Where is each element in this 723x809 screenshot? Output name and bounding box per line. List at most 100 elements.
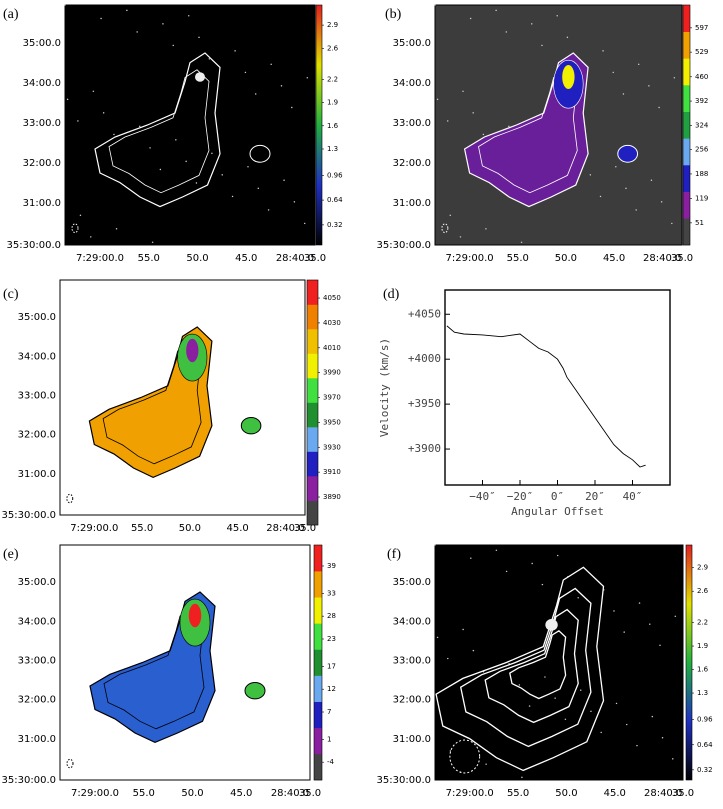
colorbar-tick-label: 28 bbox=[327, 612, 336, 620]
star bbox=[650, 179, 653, 182]
star bbox=[556, 554, 559, 557]
star bbox=[159, 168, 162, 171]
star bbox=[635, 209, 637, 211]
colorbar-segment bbox=[314, 597, 322, 624]
star bbox=[270, 63, 272, 66]
star bbox=[77, 120, 79, 122]
x-tick-label: 45.0 bbox=[235, 253, 257, 264]
y-tick-label: +4050 bbox=[408, 307, 441, 320]
beam bbox=[449, 739, 481, 774]
star bbox=[185, 160, 187, 163]
colorbar-segment bbox=[683, 31, 690, 59]
colorbar-tick-label: 2.6 bbox=[327, 44, 339, 52]
x-tick-label: 45.0 bbox=[226, 523, 248, 534]
y-tick-label: 35:00.0 bbox=[23, 38, 61, 49]
x-tick-label: 0″ bbox=[551, 490, 564, 503]
colorbar-tick-label: 4030 bbox=[323, 319, 341, 327]
x-tick-label: 55.0 bbox=[133, 788, 155, 799]
star bbox=[554, 697, 556, 699]
velocity-line bbox=[446, 325, 646, 468]
star bbox=[254, 93, 257, 95]
x-tick-label: 7:29:00.0 bbox=[71, 788, 119, 799]
colorbar-segment bbox=[314, 545, 322, 572]
x-tick-label: 55.0 bbox=[507, 788, 529, 799]
star bbox=[485, 763, 487, 765]
star bbox=[257, 187, 260, 190]
colorbar-tick-label: 3930 bbox=[323, 443, 341, 451]
colorbar-tick-label: 4010 bbox=[323, 344, 341, 352]
colorbar-tick-label: 0.64 bbox=[327, 196, 343, 204]
colorbar bbox=[686, 545, 692, 780]
y-tick-label: 33:00.0 bbox=[23, 118, 61, 129]
y-tick-label: 33:00.0 bbox=[18, 391, 56, 402]
star bbox=[638, 602, 641, 604]
colorbar-segment bbox=[307, 427, 318, 452]
colorbar-segment bbox=[683, 218, 690, 246]
star bbox=[531, 23, 533, 25]
colorbar-segment bbox=[314, 649, 322, 676]
x-tick-label: 20″ bbox=[585, 490, 605, 503]
star bbox=[449, 750, 452, 752]
colorbar-tick-label: 188 bbox=[695, 170, 708, 178]
star bbox=[283, 179, 285, 182]
star bbox=[267, 209, 270, 211]
x-tick-label: 45.0 bbox=[603, 253, 625, 264]
star bbox=[469, 17, 472, 20]
plot-frame bbox=[444, 289, 671, 486]
colorbar-segment bbox=[314, 701, 322, 729]
beam bbox=[71, 223, 79, 234]
x-tick-label: −40″ bbox=[469, 490, 496, 503]
colorbar-frame bbox=[313, 544, 323, 781]
colorbar-segment bbox=[307, 451, 318, 477]
star bbox=[244, 71, 247, 74]
companion bbox=[249, 144, 271, 163]
star bbox=[102, 112, 105, 114]
star bbox=[462, 628, 464, 631]
star bbox=[626, 723, 628, 726]
star bbox=[541, 44, 543, 47]
panel-label: (d) bbox=[383, 287, 400, 302]
colorbar-tick-label: 3910 bbox=[323, 468, 341, 476]
star bbox=[92, 90, 95, 93]
colorbar-segment bbox=[314, 727, 322, 755]
colorbar-tick-label: 1.6 bbox=[327, 122, 339, 130]
star bbox=[447, 657, 449, 660]
star bbox=[470, 557, 472, 559]
colorbar-segment bbox=[307, 304, 318, 330]
star bbox=[449, 214, 452, 217]
colorbar-tick-label: 3990 bbox=[323, 369, 341, 377]
y-tick-label: 31:00.0 bbox=[23, 198, 61, 209]
colorbar-segment bbox=[683, 5, 690, 32]
colorbar-segment bbox=[314, 623, 322, 650]
y-tick-label: +3900 bbox=[408, 442, 441, 455]
star bbox=[113, 133, 115, 136]
x-tick-label: 40″ bbox=[623, 490, 643, 503]
image-frame bbox=[64, 4, 316, 246]
x-tick-label: 7:29:00.0 bbox=[76, 253, 124, 264]
star bbox=[446, 120, 449, 122]
beam bbox=[66, 493, 74, 504]
star bbox=[472, 112, 474, 114]
x-tick-label: 28:40.0 bbox=[276, 253, 314, 264]
colorbar-segment bbox=[307, 500, 318, 526]
star bbox=[495, 9, 497, 12]
panel-label: (b) bbox=[385, 7, 402, 22]
colorbar-tick-label: 0.96 bbox=[327, 171, 343, 179]
x-tick-label: 35.0 bbox=[304, 253, 326, 264]
colorbar-tick-label: 1.9 bbox=[697, 642, 708, 650]
contour bbox=[459, 587, 592, 748]
colorbar-tick-label: 3950 bbox=[323, 418, 341, 426]
contour bbox=[478, 69, 578, 194]
star bbox=[636, 744, 638, 747]
star bbox=[613, 610, 615, 612]
star bbox=[136, 31, 138, 33]
colorbar-tick-label: 39 bbox=[327, 562, 336, 570]
star bbox=[521, 776, 523, 779]
colorbar-tick-label: -4 bbox=[327, 758, 335, 766]
colorbar-tick-label: 3890 bbox=[323, 493, 341, 501]
star bbox=[138, 125, 141, 128]
star bbox=[459, 236, 462, 238]
colorbar-segment bbox=[307, 329, 318, 354]
colorbar-segment bbox=[307, 280, 318, 305]
